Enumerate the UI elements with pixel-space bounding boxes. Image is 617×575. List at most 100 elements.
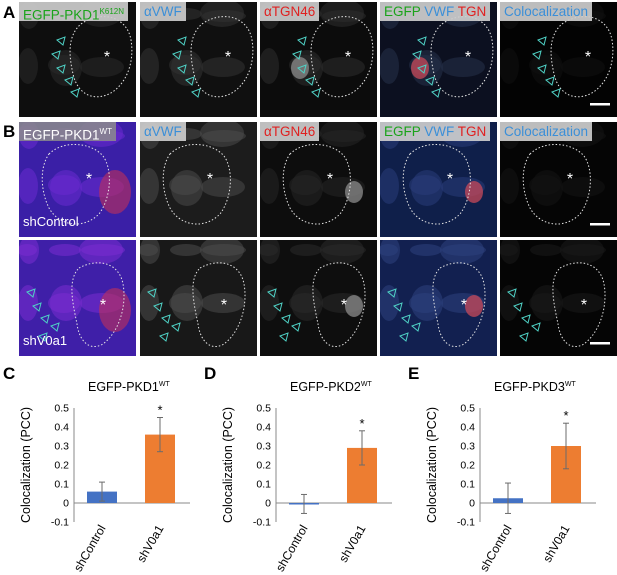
panel-title-part: K612N — [99, 7, 124, 16]
arrowhead-icon — [393, 302, 403, 312]
micrograph-panel: * — [500, 240, 617, 356]
micrograph-panel: * EGFP VWF TGN — [380, 122, 497, 237]
arrowhead-icon — [417, 36, 427, 46]
micrograph-panel: * αTGN46 — [260, 122, 377, 237]
arrowhead-icon — [297, 64, 307, 74]
arrowhead-icon — [431, 88, 441, 98]
micrograph-image: * — [140, 240, 246, 347]
arrowhead-icon — [279, 332, 289, 342]
arrowhead-icon — [537, 36, 547, 46]
arrowhead-icon — [291, 322, 301, 332]
chart-pkd2: EGFP-PKD2WT Colocalization (PCC) -0.1 0 0.1… — [220, 366, 406, 572]
nucleus-marker: * — [585, 49, 591, 66]
arrowhead-icon — [519, 332, 529, 342]
panel-title-part: TGN — [457, 4, 487, 19]
arrowhead-icon — [56, 64, 66, 74]
y-tick-label: 0.1 — [256, 479, 271, 491]
nucleus-marker: * — [100, 297, 106, 314]
x-category-label: shControl — [477, 523, 515, 573]
y-tick-label: 0.2 — [256, 460, 271, 472]
nucleus-outline — [310, 16, 374, 98]
nucleus-marker: * — [327, 171, 333, 188]
arrowhead-icon — [177, 36, 187, 46]
panel-title: EGFP VWF TGN — [380, 122, 491, 141]
arrowhead-icon — [273, 302, 283, 312]
micrograph-panel: * shV0a1 — [19, 240, 136, 356]
micrograph-panel: * — [140, 240, 257, 356]
panel-title-part: TGN — [457, 124, 487, 139]
nucleus-marker: * — [581, 297, 587, 314]
panel-letter-c: C — [3, 364, 16, 383]
arrowhead-icon — [56, 36, 66, 46]
micrograph-image: * — [260, 240, 366, 347]
arrowhead-icon — [401, 314, 411, 324]
arrowhead-icon — [513, 302, 523, 312]
arrowhead-icon — [399, 332, 409, 342]
panel-title-part: WT — [99, 127, 112, 136]
y-tick-label: -0.1 — [253, 517, 271, 529]
y-tick-label: -0.1 — [457, 517, 475, 529]
bar-chart: Colocalization (PCC) -0.1 0 0.1 0.2 0.3 0.4 0.5… — [19, 403, 190, 573]
panel-title: EGFP VWF TGN — [380, 2, 491, 21]
panel-title: αTGN46 — [260, 2, 320, 21]
y-tick-label: 0.2 — [460, 460, 475, 472]
nucleus-outline — [550, 16, 614, 98]
panel-letter-d: D — [204, 364, 217, 383]
micrograph-panel: * αVWF — [140, 2, 257, 117]
panel-title-part: EGFP — [384, 4, 425, 19]
arrowhead-icon — [425, 76, 435, 86]
y-tick-label: 0.1 — [460, 479, 475, 491]
y-tick-label: 0.3 — [54, 441, 69, 453]
arrowhead-icon — [545, 76, 555, 86]
arrowhead-icon — [551, 88, 561, 98]
nucleus-marker: * — [465, 49, 471, 66]
chart-title-main: EGFP-PKD3 — [494, 380, 565, 394]
panel-letter-a: A — [3, 3, 16, 22]
y-tick-label: 0.4 — [256, 422, 271, 434]
chart-pkd3: EGFP-PKD3WT Colocalization (PCC) -0.1 0 0.1… — [424, 366, 610, 572]
nucleus-outline — [190, 16, 254, 98]
arrowhead-icon — [161, 314, 171, 324]
micrograph-panel: * Colocalization — [500, 122, 617, 237]
chart-pkd1: EGFP-PKD1WT Colocalization (PCC) -0.1 0 0.1… — [18, 366, 204, 572]
nucleus-marker: * — [461, 297, 467, 314]
arrowhead-icon — [70, 88, 80, 98]
y-axis-label: Colocalization (PCC) — [425, 407, 439, 523]
x-category-label: shControl — [71, 523, 109, 573]
chart-title-sup: WT — [360, 380, 372, 388]
chart-title: EGFP-PKD1WT — [88, 380, 170, 394]
x-category-label: shV0a1 — [336, 522, 369, 565]
chart-title-main: EGFP-PKD2 — [290, 380, 361, 394]
nucleus-marker: * — [447, 171, 453, 188]
panel-letter-b: B — [3, 122, 16, 141]
arrowhead-icon — [305, 76, 315, 86]
nucleus-marker: * — [567, 171, 573, 188]
y-tick-label: -0.1 — [51, 517, 69, 529]
arrowhead-icon — [507, 288, 517, 298]
panel-title-part: Colocalization — [504, 124, 589, 139]
micrograph-image: * — [500, 240, 610, 347]
significance-marker: * — [157, 403, 162, 418]
micrograph-panel: * EGFP-PKD1WT shControl — [19, 122, 136, 237]
arrowhead-icon — [297, 36, 307, 46]
chart-title-sup: WT — [158, 380, 170, 388]
arrowhead-icon — [292, 50, 302, 60]
micrograph-panel: * — [260, 240, 377, 356]
panel-title-part: αTGN46 — [264, 4, 316, 19]
significance-marker: * — [359, 416, 364, 431]
x-category-label: shV0a1 — [540, 522, 573, 565]
y-tick-label: 0.5 — [54, 403, 69, 415]
panel-title-part: VWF — [424, 124, 458, 139]
micrograph-panel: * — [380, 240, 497, 356]
panel-title-part: αVWF — [144, 124, 182, 139]
x-category-label: shControl — [273, 523, 311, 573]
arrowhead-icon — [26, 288, 36, 298]
panel-title-part: EGFP-PKD1 — [23, 7, 100, 23]
arrowhead-icon — [177, 64, 187, 74]
y-tick-label: 0.4 — [460, 422, 475, 434]
y-tick-label: 0.1 — [54, 479, 69, 491]
arrowhead-icon — [185, 76, 195, 86]
arrowhead-icon — [311, 88, 321, 98]
micrograph-panel: * EGFP VWF TGN — [380, 2, 497, 117]
arrowhead-icon — [147, 288, 157, 298]
